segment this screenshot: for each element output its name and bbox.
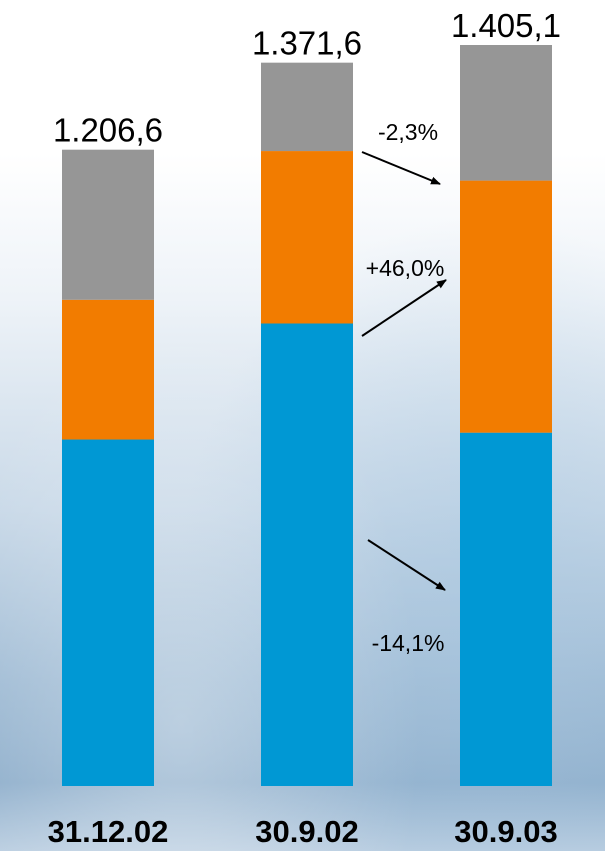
category-label-30-9-03: 30.9.03 xyxy=(454,814,557,849)
bar-segment-30-9-02-s2 xyxy=(261,62,353,152)
change-label-orange: +46,0% xyxy=(366,255,445,281)
category-label-30-9-02: 30.9.02 xyxy=(255,814,358,849)
bar-segment-31-12-02-s0 xyxy=(62,439,154,786)
bar-segment-30-9-03-s2 xyxy=(460,45,552,181)
bar-segment-30-9-03-s0 xyxy=(460,432,552,786)
arrow-gray xyxy=(361,151,441,185)
bar-segment-31-12-02-s2 xyxy=(62,149,154,300)
bars-group xyxy=(62,45,552,786)
change-label-gray: -2,3% xyxy=(378,119,438,145)
bar-segment-31-12-02-s1 xyxy=(62,299,154,440)
total-label-30-9-02: 1.371,6 xyxy=(252,25,362,62)
bar-segment-30-9-02-s0 xyxy=(261,323,353,786)
bar-segment-30-9-02-s1 xyxy=(261,151,353,324)
category-label-31-12-02: 31.12.02 xyxy=(48,814,169,849)
total-label-31-12-02: 1.206,6 xyxy=(53,112,163,149)
bar-segment-30-9-03-s1 xyxy=(460,180,552,433)
arrow-orange xyxy=(361,279,447,337)
total-label-30-9-03: 1.405,1 xyxy=(451,7,561,44)
change-label-blue: -14,1% xyxy=(372,630,445,656)
annotations-group: -2,3% +46,0% -14,1% xyxy=(361,119,447,656)
arrow-blue xyxy=(367,539,446,591)
labels-group: 1.206,6 31.12.02 1.371,6 30.9.02 1.405,1 30.9… xyxy=(48,7,561,849)
